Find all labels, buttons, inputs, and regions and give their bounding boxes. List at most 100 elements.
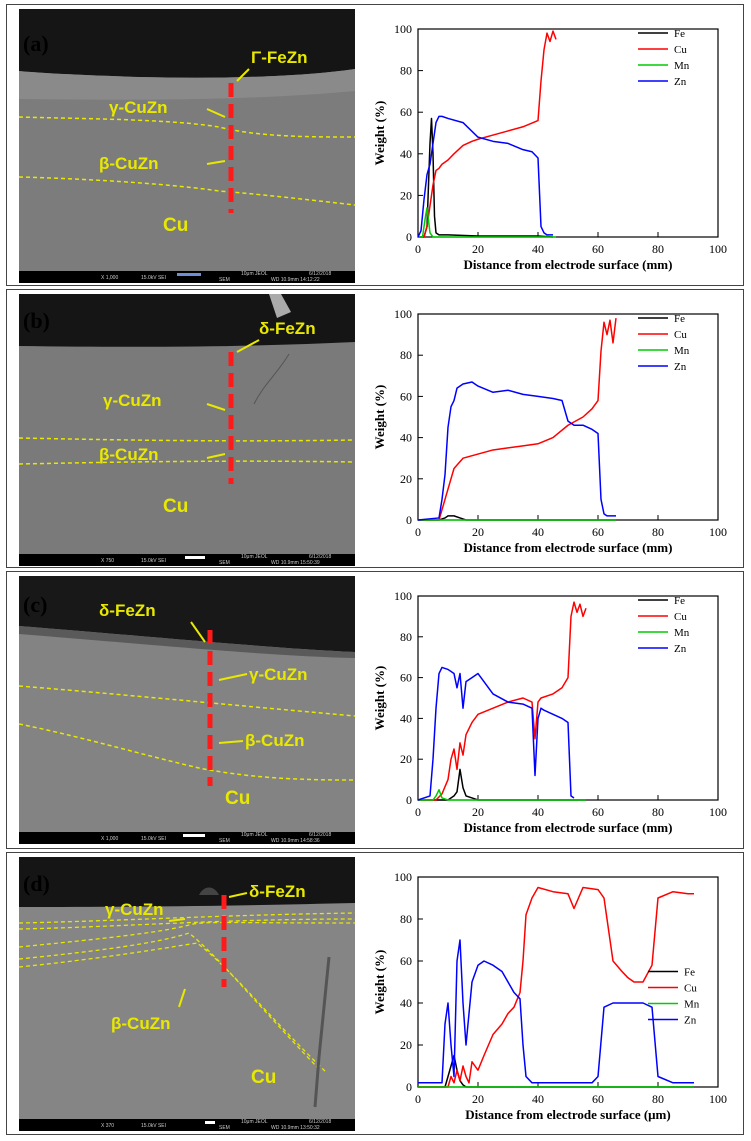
annotation-d-2: β-CuZn xyxy=(111,1014,170,1033)
x-axis-label-c: Distance from electrode surface (mm) xyxy=(464,820,673,835)
sem-infobar-a-2: 10μm JEOL xyxy=(241,271,268,277)
xtick-label-d-0: 0 xyxy=(415,1092,421,1106)
legend-label-c-fe: Fe xyxy=(674,595,685,607)
series-line-a-zn xyxy=(417,115,553,238)
panel-a: (a) Γ-FeZn γ-CuZn β-CuZn Cu X 1,000 15.0… xyxy=(6,4,744,286)
ytick-label-c-1: 20 xyxy=(400,752,412,766)
sem-image-a: (a) Γ-FeZn γ-CuZn β-CuZn Cu X 1,000 15.0… xyxy=(19,9,355,283)
sem-infobar-b-5: SEM xyxy=(219,560,230,566)
panel-label-a: (a) xyxy=(23,31,49,56)
annotation-a-0: Γ-FeZn xyxy=(251,48,308,67)
sem-infobar-b-3: 6/12/2018 xyxy=(309,554,331,560)
xtick-label-d-5: 100 xyxy=(709,1092,727,1106)
x-axis-label-b: Distance from electrode surface (mm) xyxy=(464,540,673,555)
xtick-label-c-0: 0 xyxy=(415,805,421,819)
annotation-a-1: γ-CuZn xyxy=(109,98,168,117)
plot-frame-d xyxy=(417,876,719,1088)
legend-label-a-fe: Fe xyxy=(674,28,685,40)
legend-label-c-zn: Zn xyxy=(674,643,687,655)
annotation-d-3: Cu xyxy=(251,1067,276,1088)
annotation-c-3: Cu xyxy=(225,788,250,809)
sem-infobar-c-0: X 1,000 xyxy=(101,836,118,842)
series-line-c-zn xyxy=(417,666,575,801)
legend-label-c-mn: Mn xyxy=(674,627,690,639)
annotation-d-0: γ-CuZn xyxy=(105,900,164,919)
ytick-label-b-0: 0 xyxy=(406,513,412,527)
sem-infobar-c-1: 15.0kV SEI xyxy=(141,836,166,842)
ytick-label-d-4: 80 xyxy=(400,912,412,926)
ytick-label-b-1: 20 xyxy=(400,472,412,486)
xtick-label-b-4: 80 xyxy=(652,525,664,539)
y-axis-label-c: Weight (%) xyxy=(372,666,387,731)
series-line-d-zn xyxy=(418,939,694,1084)
ytick-label-d-2: 40 xyxy=(400,996,412,1010)
sem-infobar-a-4: WD 10.9mm 14:12:22 xyxy=(271,277,320,283)
sem-image-d: (d) γ-CuZn δ-FeZn β-CuZn Cu X 370 15.0kV… xyxy=(19,857,355,1131)
sem-infobar-a-5: SEM xyxy=(219,277,230,283)
sem-infobar-a-0: X 1,000 xyxy=(101,275,118,281)
sem-infobar-b-0: X 750 xyxy=(101,558,114,564)
plot-frame-c xyxy=(417,595,719,801)
series-line-d-cu xyxy=(418,886,694,1088)
panel-label-b: (b) xyxy=(23,308,50,333)
sem-infobar-d-0: X 370 xyxy=(101,1123,114,1129)
xtick-label-b-2: 40 xyxy=(532,525,544,539)
x-axis-label-d: Distance from electrode surface (μm) xyxy=(465,1107,670,1122)
xtick-label-c-1: 20 xyxy=(472,805,484,819)
sem-infobar-c-5: SEM xyxy=(219,838,230,844)
series-line-a-fe xyxy=(418,117,554,238)
sem-infobar-b-1: 15.0kV SEI xyxy=(141,558,166,564)
legend-label-b-cu: Cu xyxy=(674,329,687,341)
ytick-label-d-0: 0 xyxy=(406,1080,412,1094)
annotation-b-2: β-CuZn xyxy=(99,445,158,464)
series-line-b-cu xyxy=(418,318,617,521)
ytick-label-c-3: 60 xyxy=(400,671,412,685)
legend-label-d-mn: Mn xyxy=(684,999,700,1011)
annotation-c-0: δ-FeZn xyxy=(99,601,156,620)
xtick-label-a-4: 80 xyxy=(652,242,664,256)
annotation-a-2: β-CuZn xyxy=(99,154,158,173)
series-line-a-cu xyxy=(418,30,557,238)
xtick-label-d-4: 80 xyxy=(652,1092,664,1106)
sem-infobar-c-2: 10μm JEOL xyxy=(241,832,268,838)
xtick-label-c-3: 60 xyxy=(592,805,604,819)
panel-label-d: (d) xyxy=(23,871,50,896)
ytick-label-b-4: 80 xyxy=(400,348,412,362)
xtick-label-c-5: 100 xyxy=(709,805,727,819)
xtick-label-c-4: 80 xyxy=(652,805,664,819)
chart-b: 0 20 40 60 80 100 0 20 40 60 80 100 Distance from el… xyxy=(362,292,740,564)
ytick-label-c-2: 40 xyxy=(400,711,412,725)
xtick-label-d-1: 20 xyxy=(472,1092,484,1106)
series-line-a-mn xyxy=(418,207,556,238)
sem-micrograph-a: (a) Γ-FeZn γ-CuZn β-CuZn Cu X 1,000 15.0… xyxy=(19,9,355,283)
panel-d: (d) γ-CuZn δ-FeZn β-CuZn Cu X 370 15.0kV… xyxy=(6,852,744,1135)
x-axis-label-a: Distance from electrode surface (mm) xyxy=(464,257,673,272)
panel-label-c: (c) xyxy=(23,592,47,617)
legend-label-d-cu: Cu xyxy=(684,983,697,995)
sem-infobar-b-2: 10μm JEOL xyxy=(241,554,268,560)
sem-micrograph-b: (b) δ-FeZn γ-CuZn β-CuZn Cu X 750 15.0kV… xyxy=(19,294,355,566)
legend-label-a-zn: Zn xyxy=(674,76,687,88)
legend-label-a-mn: Mn xyxy=(674,60,690,72)
plot-frame-b xyxy=(417,313,719,521)
sem-image-b: (b) δ-FeZn γ-CuZn β-CuZn Cu X 750 15.0kV… xyxy=(19,294,355,566)
ytick-label-a-4: 80 xyxy=(400,64,412,78)
xtick-label-a-2: 40 xyxy=(532,242,544,256)
sem-infobar-b-4: WD 10.9mm 15:50:39 xyxy=(271,560,320,566)
chart-d: 0 20 40 60 80 100 0 20 40 60 80 100 Distance from el… xyxy=(362,855,740,1131)
sem-micrograph-c: (c) δ-FeZn γ-CuZn β-CuZn Cu X 1,000 15.0… xyxy=(19,576,355,844)
sem-infobar-d-3: 6/12/2018 xyxy=(309,1119,331,1125)
y-axis-label-b: Weight (%) xyxy=(372,385,387,450)
ytick-label-d-3: 60 xyxy=(400,954,412,968)
annotation-c-2: β-CuZn xyxy=(245,731,304,750)
sem-infobar-c-4: WD 10.9mm 14:58:36 xyxy=(271,838,320,844)
annotation-d-1: δ-FeZn xyxy=(249,882,306,901)
xtick-label-b-1: 20 xyxy=(472,525,484,539)
legend-label-c-cu: Cu xyxy=(674,611,687,623)
xtick-label-d-2: 40 xyxy=(532,1092,544,1106)
sem-infobar-d-4: WD 10.9mm 13:50:32 xyxy=(271,1125,320,1131)
xtick-label-b-5: 100 xyxy=(709,525,727,539)
ytick-label-a-0: 0 xyxy=(406,230,412,244)
legend-label-a-cu: Cu xyxy=(674,44,687,56)
xtick-label-a-1: 20 xyxy=(472,242,484,256)
